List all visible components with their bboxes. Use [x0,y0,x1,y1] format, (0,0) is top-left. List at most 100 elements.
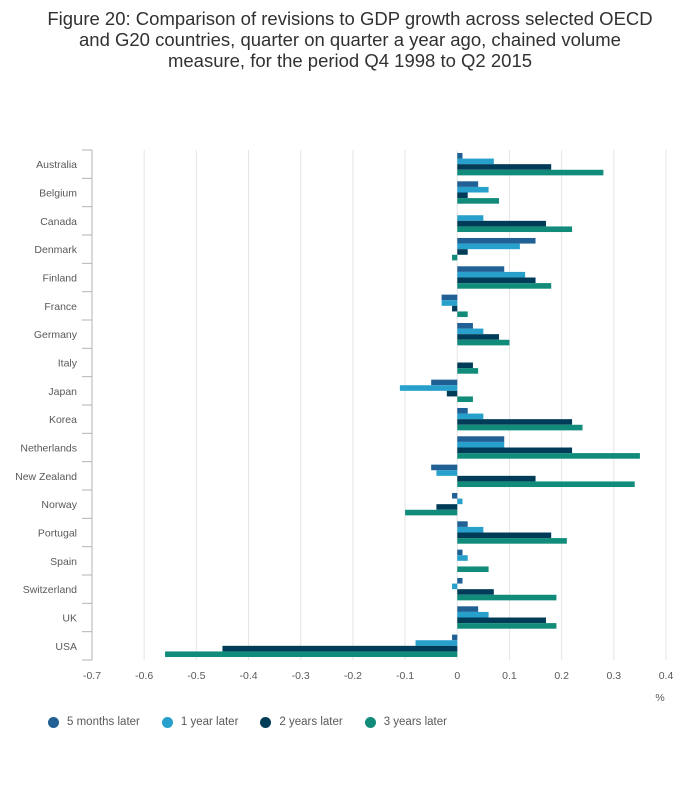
bar-korea-series-3 [457,424,583,431]
x-tick-label-1: -0.6 [135,670,153,682]
bar-uk-series-0 [457,606,479,612]
bar-finland-series-3 [457,283,552,289]
category-label-france: France [44,301,77,313]
legend-label-2: 2 years later [279,716,343,728]
bar-canada-series-1 [457,215,484,221]
bar-belgium-series-1 [457,186,489,193]
bar-usa-series-0 [452,634,458,641]
bars [165,152,640,658]
bar-denmark-series-3 [452,254,458,261]
bar-switzerland-series-0 [457,577,463,584]
bar-netherlands-series-3 [457,453,640,459]
x-tick-label-5: -0.2 [344,670,362,682]
category-label-netherlands: Netherlands [20,443,77,455]
bar-korea-series-1 [457,413,484,420]
bar-germany-series-0 [457,322,473,329]
x-tick-label-7: 0 [454,670,460,682]
bar-denmark-series-0 [457,237,536,244]
x-tick-label-8: 0.1 [502,670,517,682]
bar-italy-series-3 [457,368,479,374]
bar-korea-series-0 [457,407,468,414]
bar-new-zealand-series-3 [457,481,635,488]
category-label-australia: Australia [36,159,77,171]
x-tick-label-9: 0.2 [554,670,569,682]
bar-norway-series-2 [436,504,458,510]
bar-germany-series-1 [457,328,484,335]
bar-netherlands-series-0 [457,436,505,442]
x-axis-ticks: -0.7 -0.6 -0.5 -0.4 -0.3 -0.2 -0.1 0 0.1 0.2 0.3 0.… [83,670,673,682]
bar-spain-series-1 [457,555,468,561]
bar-netherlands-series-2 [457,447,573,454]
legend-item-3[interactable]: 3 years later [364,716,447,728]
category-label-usa: USA [55,641,77,653]
bar-new-zealand-series-0 [431,464,458,471]
bar-portugal-series-2 [457,532,552,539]
bar-new-zealand-series-2 [457,475,536,482]
x-axis-label: % [655,692,664,704]
legend-swatch-2 [260,716,272,728]
category-label-new-zealand: New Zealand [15,471,77,483]
bar-new-zealand-series-1 [436,470,458,476]
category-labels: Australia Belgium Canada Denmark Finland Fran… [15,159,78,653]
category-label-japan: Japan [48,386,77,398]
legend-item-2[interactable]: 2 years later [260,716,343,728]
legend-swatch-3 [364,716,376,728]
y-axis [82,149,93,661]
bar-denmark-series-1 [457,243,520,250]
category-label-germany: Germany [34,329,78,341]
legend: 5 months later 1 year later 2 years later 3… [48,716,469,728]
category-label-korea: Korea [49,414,77,426]
x-tick-label-4: -0.3 [292,670,310,682]
bar-france-series-1 [441,300,458,306]
category-label-uk: UK [62,613,77,625]
bar-usa-series-1 [415,640,458,646]
bar-finland-series-1 [457,271,526,278]
bar-spain-series-0 [457,549,463,556]
legend-item-0[interactable]: 5 months later [48,716,140,728]
legend-item-1[interactable]: 1 year later [161,716,239,728]
bar-japan-series-0 [431,379,458,386]
bar-finland-series-0 [457,266,505,272]
bar-switzerland-series-2 [457,589,494,595]
bar-japan-series-3 [457,396,473,403]
category-label-belgium: Belgium [39,188,77,200]
bar-uk-series-3 [457,623,557,629]
bar-spain-series-3 [457,566,489,573]
bar-australia-series-3 [457,169,604,176]
category-label-norway: Norway [41,499,77,511]
bar-japan-series-1 [399,385,458,391]
x-tick-label-6: -0.1 [396,670,414,682]
x-tick-label-10: 0.3 [607,670,622,682]
bar-usa-series-2 [222,645,458,652]
bar-italy-series-2 [457,362,473,369]
chart-title-line-3: measure, for the period Q4 1998 to Q2 20… [167,50,533,71]
chart-title-line-1: Figure 20: Comparison of revisions to GD… [47,8,653,29]
category-label-switzerland: Switzerland [23,584,77,596]
bar-australia-series-2 [457,164,552,170]
bar-germany-series-3 [457,339,510,346]
gridlines [91,150,667,660]
x-tick-label-3: -0.4 [239,670,257,682]
legend-label-1: 1 year later [180,716,239,728]
bar-uk-series-2 [457,617,546,624]
category-label-spain: Spain [50,556,77,568]
x-tick-label-0: -0.7 [83,670,101,682]
chart-title-line-2: and G20 countries, quarter on quarter a … [79,29,621,50]
category-label-denmark: Denmark [34,244,77,256]
legend-label-3: 3 years later [383,716,447,728]
bar-korea-series-2 [457,419,573,425]
legend-swatch-1 [161,716,173,728]
bar-france-series-2 [452,305,458,312]
bar-switzerland-series-1 [452,583,458,590]
bar-canada-series-3 [457,226,573,233]
bar-belgium-series-0 [457,181,479,187]
bar-portugal-series-3 [457,538,567,544]
x-tick-label-11: 0.4 [659,670,674,682]
bar-norway-series-0 [452,492,458,499]
category-label-finland: Finland [43,273,78,285]
bar-france-series-0 [441,294,458,301]
bar-belgium-series-3 [457,198,500,204]
bar-netherlands-series-1 [457,441,505,448]
bar-germany-series-2 [457,334,500,340]
bar-australia-series-1 [457,158,494,165]
